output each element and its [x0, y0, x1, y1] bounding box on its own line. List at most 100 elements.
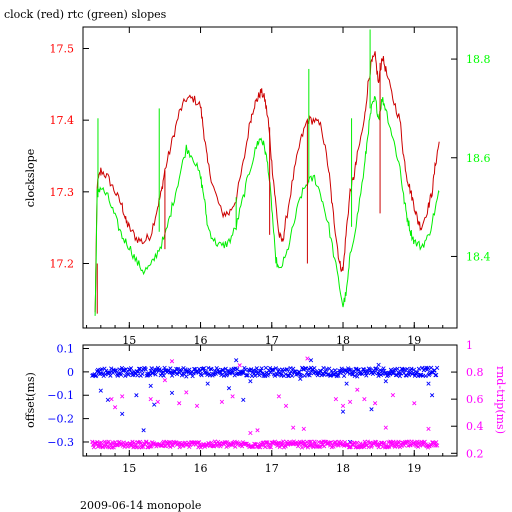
rnd-trip-point: [358, 441, 363, 446]
rnd-trip-point: [177, 445, 182, 450]
offset-point: [249, 367, 254, 372]
offset-point: [345, 370, 350, 375]
offset-point: [297, 369, 302, 375]
rnd-trip-point: [216, 441, 222, 446]
rnd-trip-point: [434, 440, 439, 445]
offset-x-tick-label: 16: [194, 462, 208, 475]
rnd-trip-point: [387, 444, 392, 449]
offset-point: [423, 373, 428, 379]
offset-point: [402, 367, 408, 372]
offset-point: [355, 374, 360, 379]
offset-point: [226, 386, 232, 391]
offset-point: [344, 381, 349, 386]
offset-point: [107, 370, 112, 375]
offset-point: [376, 373, 381, 379]
slopes-right-tick-label: 18.4: [466, 250, 491, 263]
slopes-right-tick-label: 18.8: [466, 53, 491, 66]
offset-point: [266, 371, 271, 377]
chart-title: clock (red) rtc (green) slopes: [4, 8, 167, 21]
rnd-trip-point: [382, 440, 387, 445]
rnd-trip-point: [412, 401, 417, 406]
offset-point: [364, 373, 369, 378]
offset-point: [118, 372, 124, 377]
offset-point: [160, 369, 166, 375]
offset-point: [321, 365, 326, 371]
rnd-trip-point: [230, 394, 235, 399]
offset-point: [230, 370, 236, 375]
rnd-trip-point: [385, 444, 390, 449]
offset-point: [395, 366, 400, 371]
rnd-trip-point: [176, 440, 181, 446]
offset-point: [409, 366, 414, 371]
offset-point: [234, 358, 239, 363]
rnd-trip-point: [340, 403, 346, 409]
offset-point: [235, 367, 240, 372]
rnd-trip-point: [268, 445, 274, 450]
rnd-trip-point: [90, 439, 95, 444]
offset-point: [168, 366, 173, 371]
rnd-trip-point: [95, 439, 100, 445]
rnd-trip-point: [362, 396, 367, 402]
slopes-left-tick-label: 17.3: [50, 186, 75, 199]
rnd-trip-point: [91, 445, 97, 450]
offset-point: [126, 372, 131, 377]
offset-point: [191, 371, 196, 376]
offset-point: [241, 397, 246, 403]
rnd-trip-point: [301, 426, 306, 432]
offset-left-tick-label: −0.3: [47, 436, 74, 449]
rnd-trip-point: [115, 442, 120, 448]
rnd-trip-point: [347, 399, 353, 405]
slopes-series: [94, 29, 440, 316]
rnd-trip-point: [435, 443, 440, 448]
offset-point: [199, 373, 204, 378]
slopes-right-ticks: 18.4 18.6 18.8: [451, 53, 491, 263]
rnd-trip-point: [209, 440, 214, 445]
rnd-trip-point: [132, 440, 137, 445]
rnd-trip-point: [305, 356, 310, 361]
offset-right-tick-label: 0.4: [466, 420, 484, 433]
offset-left-tick-label: −0.1: [47, 389, 74, 402]
offset-point: [136, 366, 142, 371]
rnd-trip-point: [120, 394, 125, 399]
slopes-plot: clockslope 15 16 17 18 19 17.2 17.3 17.4 17.5 1…: [24, 26, 491, 347]
rnd-trip-point: [383, 425, 388, 430]
offset-point: [387, 372, 393, 377]
rnd-trip-point: [376, 445, 381, 450]
rnd-trip-point: [372, 401, 378, 406]
slopes-right-tick-label: 18.6: [466, 152, 491, 165]
rnd-trip-point: [177, 401, 182, 406]
offset-point: [128, 366, 134, 371]
offset-right-tick-label: 0.6: [466, 393, 484, 406]
offset-point: [394, 372, 399, 378]
offset-point: [336, 373, 341, 378]
rnd-trip-point: [276, 394, 282, 399]
rnd-trip-point: [112, 405, 118, 410]
rnd-trip-point: [219, 399, 225, 405]
offset-point: [251, 368, 256, 373]
slopes-left-tick-label: 17.5: [50, 43, 75, 56]
slopes-x-tick-label: 16: [194, 334, 208, 347]
offset-point: [296, 369, 301, 375]
offset-point: [148, 383, 153, 389]
offset-point: [289, 373, 295, 378]
slopes-left-tick-label: 17.4: [50, 114, 75, 127]
offset-point: [141, 428, 146, 433]
rnd-trip-point: [283, 403, 289, 409]
rnd-trip-point: [255, 428, 260, 433]
offset-point: [136, 369, 141, 374]
offset-point: [341, 373, 347, 379]
rnd-trip-point: [265, 440, 270, 445]
offset-point: [252, 373, 258, 378]
offset-series: [90, 356, 440, 450]
rnd-trip-point: [262, 444, 268, 450]
rnd-trip-point: [159, 443, 164, 448]
offset-right-tick-label: 0.2: [466, 447, 484, 460]
rnd-trip-point: [237, 363, 242, 368]
offset-point: [99, 367, 105, 372]
offset-point: [152, 402, 157, 407]
rnd-trip-point: [333, 396, 339, 402]
slopes-x-tick-label: 18: [336, 334, 350, 347]
rnd-trip-point: [155, 399, 160, 405]
offset-point: [397, 373, 403, 379]
